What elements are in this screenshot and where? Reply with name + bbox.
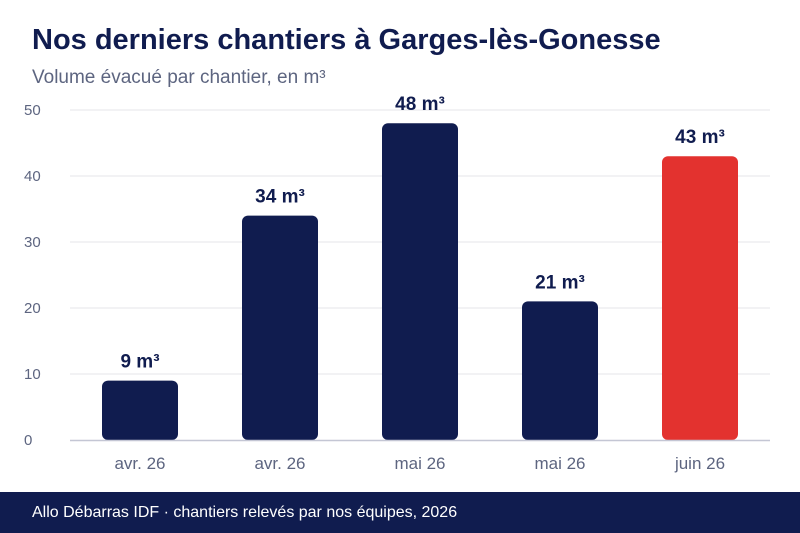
bar bbox=[662, 156, 738, 440]
y-tick-label: 10 bbox=[24, 366, 41, 383]
x-tick-label: mai 26 bbox=[394, 454, 445, 473]
data-label: 48 m³ bbox=[395, 94, 445, 115]
data-label: 21 m³ bbox=[535, 272, 585, 293]
bar bbox=[522, 301, 598, 440]
footer-bar: Allo Débarras IDF · chantiers relevés pa… bbox=[0, 492, 800, 533]
y-tick-label: 0 bbox=[24, 432, 32, 449]
chart-subtitle: Volume évacué par chantier, en m³ bbox=[32, 67, 326, 88]
y-tick-label: 40 bbox=[24, 168, 41, 185]
y-tick-label: 20 bbox=[24, 300, 41, 317]
y-tick-label: 50 bbox=[24, 102, 41, 119]
data-label: 9 m³ bbox=[120, 352, 159, 373]
footer-source-text: Allo Débarras IDF · chantiers relevés pa… bbox=[32, 504, 458, 521]
bar bbox=[102, 380, 178, 440]
data-label: 34 m³ bbox=[255, 187, 305, 208]
data-label: 43 m³ bbox=[675, 127, 725, 148]
bar-chart: 0 10 20 30 40 50 9 m³ avr. 26 34 m³ avr. 26 48 m³ m… bbox=[24, 94, 770, 473]
bar bbox=[382, 123, 458, 440]
x-tick-label: avr. 26 bbox=[254, 454, 305, 473]
chart-title: Nos derniers chantiers à Garges-lès-Gone… bbox=[32, 24, 661, 56]
bar bbox=[242, 215, 318, 440]
x-tick-label: juin 26 bbox=[674, 454, 725, 473]
y-tick-label: 30 bbox=[24, 234, 41, 251]
x-tick-label: avr. 26 bbox=[114, 454, 165, 473]
x-tick-label: mai 26 bbox=[534, 454, 585, 473]
